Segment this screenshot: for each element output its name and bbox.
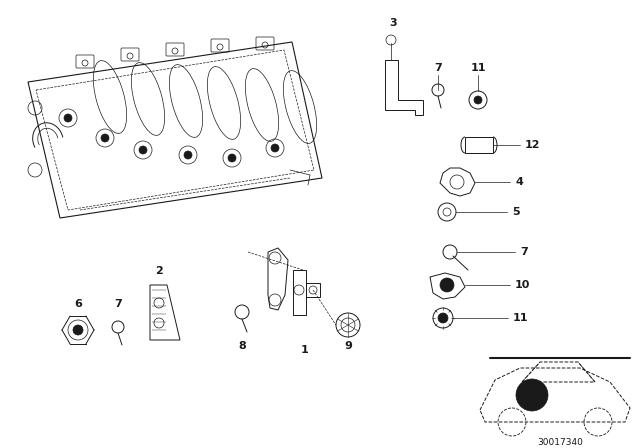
Text: 7: 7 bbox=[114, 299, 122, 309]
Text: 11: 11 bbox=[470, 63, 486, 73]
Circle shape bbox=[438, 313, 448, 323]
Circle shape bbox=[271, 144, 279, 152]
Text: 7: 7 bbox=[434, 63, 442, 73]
Text: 5: 5 bbox=[512, 207, 520, 217]
Text: 10: 10 bbox=[515, 280, 531, 290]
Text: 12: 12 bbox=[525, 140, 541, 150]
Text: 2: 2 bbox=[155, 266, 163, 276]
Text: 1: 1 bbox=[301, 345, 309, 355]
Circle shape bbox=[440, 278, 454, 292]
Text: 4: 4 bbox=[515, 177, 523, 187]
Text: 30017340: 30017340 bbox=[537, 438, 583, 447]
Circle shape bbox=[139, 146, 147, 154]
Circle shape bbox=[64, 114, 72, 122]
Text: 11: 11 bbox=[513, 313, 529, 323]
Text: 7: 7 bbox=[520, 247, 528, 257]
Circle shape bbox=[228, 154, 236, 162]
Text: 8: 8 bbox=[238, 341, 246, 351]
Text: 3: 3 bbox=[389, 18, 397, 28]
Circle shape bbox=[184, 151, 192, 159]
Circle shape bbox=[474, 96, 482, 104]
Text: 9: 9 bbox=[344, 341, 352, 351]
Text: 6: 6 bbox=[74, 299, 82, 309]
Circle shape bbox=[516, 379, 548, 411]
Circle shape bbox=[73, 325, 83, 335]
Circle shape bbox=[101, 134, 109, 142]
